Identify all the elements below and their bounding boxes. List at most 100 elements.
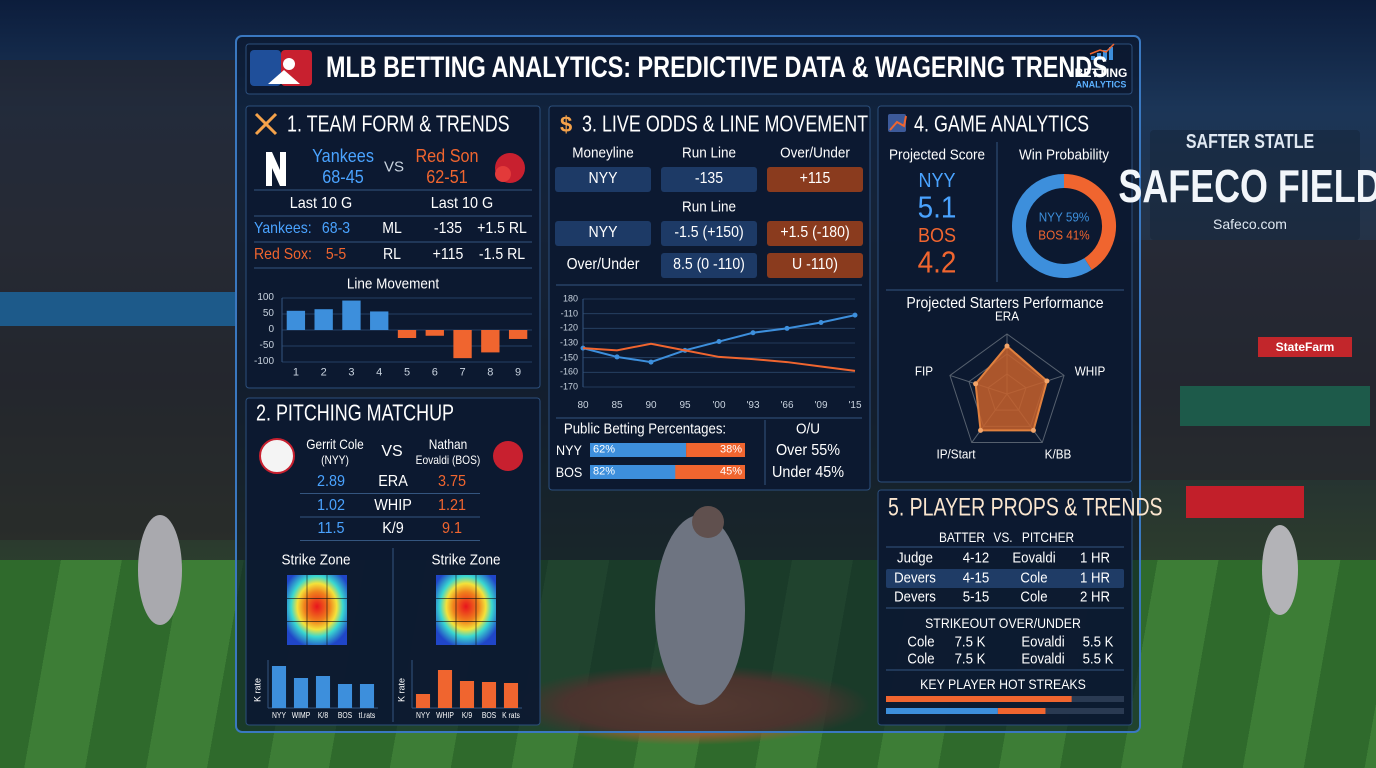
- panel-title: 3. LIVE ODDS & LINE MOVEMENT: [582, 110, 869, 137]
- odds-value: U -110): [792, 256, 838, 273]
- table-cell: -1.5 RL: [478, 246, 526, 263]
- y-tick-label: -120: [559, 322, 578, 333]
- vs: VS: [381, 443, 403, 460]
- x-tick-label: BOS: [481, 711, 497, 720]
- y-tick-label: 50: [262, 308, 274, 319]
- odds-cell: [661, 167, 757, 192]
- logo-figure: [268, 70, 300, 84]
- section-title: Win Probability: [1018, 146, 1110, 164]
- table-cell: Cole: [1020, 588, 1048, 606]
- table-cell: Eovaldi: [1021, 650, 1065, 668]
- y-axis-label: K rate: [396, 677, 407, 703]
- fielder: [1262, 525, 1298, 615]
- heatmap: [436, 575, 496, 645]
- value-label: 38%: [719, 443, 742, 456]
- x-tick-label: WHIP: [436, 711, 454, 720]
- team-name: Red Son: [415, 146, 479, 166]
- value-label: 62%: [593, 443, 616, 456]
- panel-title: 4. GAME ANALYTICS: [914, 110, 1090, 137]
- value-label: BOS 41%: [1038, 227, 1090, 243]
- icon-dollar: $: [560, 112, 572, 137]
- table-cell: +115: [432, 246, 464, 263]
- team-record: 62-51: [426, 167, 468, 187]
- stat-name: WHIP: [374, 496, 412, 514]
- heatmap: [287, 575, 347, 645]
- column-header: VS.: [993, 529, 1013, 545]
- table-cell: 1 HR: [1079, 569, 1111, 586]
- table-cell: 4-15: [962, 569, 990, 586]
- stat-value: 2.89: [316, 473, 346, 490]
- odds-cell: [767, 221, 863, 246]
- pitcher-team: (NYY): [321, 453, 349, 467]
- x-tick-label: 95: [679, 400, 691, 411]
- team-logo: [266, 152, 286, 186]
- radar-point: [973, 381, 979, 387]
- line-point: [648, 359, 654, 365]
- y-tick-label: 180: [562, 293, 578, 304]
- table-cell: Devers: [894, 588, 936, 606]
- line-point: [852, 312, 858, 318]
- axis-label: WHIP: [1074, 363, 1106, 379]
- table-cell: 5-5: [325, 246, 347, 263]
- table-cell: +1.5 RL: [477, 220, 527, 237]
- x-tick-label: 4: [376, 366, 383, 379]
- bar: [359, 684, 375, 708]
- heatmap-title: Strike Zone: [431, 551, 501, 569]
- logo-blue: [250, 50, 281, 86]
- odds-cell: [767, 167, 863, 192]
- radar-point: [1004, 343, 1010, 349]
- odds-value: -1.5 (+150): [674, 224, 744, 241]
- radar-point: [978, 427, 984, 433]
- odds-value: +1.5 (-180): [780, 224, 850, 241]
- panel-title: 5. PLAYER PROPS & TRENDS: [888, 493, 1163, 522]
- table-cell: Eovaldi: [1021, 633, 1065, 651]
- badge-icon: [1103, 50, 1107, 60]
- table-cell: 5.5 K: [1082, 650, 1114, 668]
- y-tick-label: -100: [253, 356, 274, 367]
- team-logo: [495, 166, 511, 182]
- sign-red: [1258, 337, 1352, 357]
- ou-value: Under 45%: [771, 464, 845, 481]
- team-logo: [493, 441, 523, 471]
- score: 4.2: [917, 244, 957, 280]
- stat-value: 1.02: [316, 496, 346, 514]
- x-tick-label: 90: [645, 400, 657, 411]
- y-tick-label: -50: [259, 340, 274, 351]
- team-record: 68-45: [322, 167, 364, 187]
- line-point: [818, 319, 824, 325]
- crowd-right: [1140, 240, 1376, 480]
- table-cell: Cole: [907, 633, 935, 651]
- table-cell: -135: [433, 220, 463, 237]
- x-tick-label: '00: [712, 400, 726, 411]
- team-label: NYY: [556, 442, 582, 458]
- table-cell: RL: [383, 246, 401, 263]
- sign-text: StateFarm: [1275, 340, 1335, 354]
- value-label: NYY 59%: [1038, 209, 1090, 225]
- team-name: Yankees: [312, 146, 374, 166]
- table-cell: Judge: [897, 549, 933, 567]
- y-tick-label: -130: [559, 337, 578, 348]
- odds-value: NYY: [588, 224, 618, 241]
- x-tick-label: 3: [348, 366, 355, 379]
- line-point: [716, 339, 722, 345]
- donut-slice: [1012, 174, 1092, 278]
- x-tick-label: NYY: [272, 711, 286, 720]
- table-cell: 5-15: [962, 588, 990, 606]
- sign-text: SAFECO FIELD: [1118, 160, 1376, 212]
- pitcher-name: Nathan: [428, 436, 468, 452]
- badge-icon: [1109, 47, 1113, 60]
- line-point: [750, 330, 756, 336]
- bar: [342, 300, 361, 330]
- column-header: Moneyline: [572, 144, 634, 162]
- y-axis-label: K rate: [252, 677, 263, 703]
- team-label: BOS: [555, 464, 583, 480]
- bar: [293, 678, 309, 708]
- y-tick-label: -110: [560, 308, 578, 319]
- column-header: Last 10 G: [430, 195, 494, 212]
- radar-point: [1044, 378, 1050, 384]
- odds-value: +115: [799, 170, 831, 187]
- bar: [286, 310, 306, 330]
- odds-cell: [767, 253, 863, 278]
- panel-title: 1. TEAM FORM & TRENDS: [287, 110, 510, 137]
